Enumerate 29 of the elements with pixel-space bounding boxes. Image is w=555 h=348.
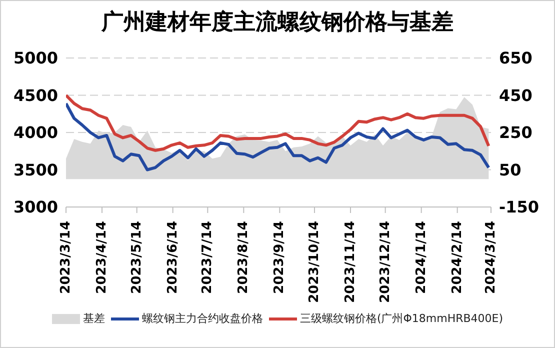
y2-tick-label: -150 (499, 198, 540, 217)
y2-tick-label: 650 (499, 48, 532, 68)
line-series (66, 94, 490, 152)
x-tick-label: 2023/9/14 (272, 221, 288, 294)
x-tick-label: 2023/10/14 (306, 221, 322, 303)
legend-label: 三级螺纹钢价格(广州Φ18mmHRB400E) (300, 311, 504, 326)
legend-label: 基差 (82, 311, 105, 326)
x-tick-label: 2023/5/14 (129, 221, 144, 294)
y2-tick-label: 450 (499, 86, 532, 105)
x-tick-label: 2023/8/14 (236, 221, 252, 294)
y-tick-label: 3000 (13, 198, 58, 217)
y-tick-label: 5000 (13, 48, 58, 68)
x-tick-label: 2023/4/14 (94, 221, 110, 294)
y-tick-label: 3500 (13, 160, 58, 180)
x-tick-label: 2024/3/14 (484, 221, 498, 294)
x-tick-label: 2023/7/14 (200, 221, 216, 294)
legend-label: 螺纹钢主力合约收盘价格 (142, 311, 263, 326)
y2-tick-label: 250 (499, 123, 532, 142)
x-tick-label: 2023/12/14 (378, 221, 393, 303)
y2-tick-label: 50 (499, 160, 522, 180)
x-tick-label: 2023/11/14 (342, 221, 358, 303)
chart-title: 广州建材年度主流螺纹钢价格与基差 (100, 8, 454, 37)
x-tick-label: 2024/2/14 (450, 221, 465, 294)
x-tick-label: 2024/1/14 (414, 221, 429, 294)
x-tick-label: 2023/6/14 (165, 221, 180, 294)
y-tick-label: 4500 (13, 86, 58, 105)
y-tick-label: 4000 (13, 123, 58, 142)
line-series (66, 102, 490, 172)
x-tick-label: 2023/3/14 (58, 221, 74, 294)
